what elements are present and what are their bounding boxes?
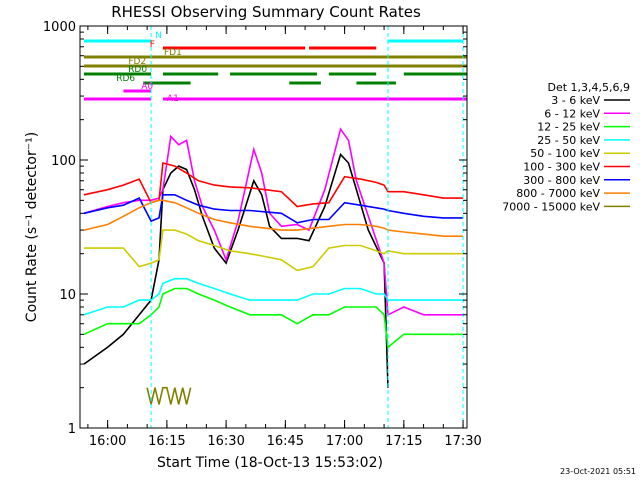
plot-frame — [79, 25, 468, 429]
x-tick-label-5: 17:15 — [385, 434, 422, 449]
legend-label-7: 800 - 7000 keV — [516, 187, 600, 200]
series-line-7 — [83, 199, 464, 237]
data-series — [83, 127, 464, 405]
x-tick-label-0: 16:00 — [89, 434, 126, 449]
series-line-2 — [83, 287, 464, 349]
legend-label-0: 3 - 6 keV — [551, 94, 600, 107]
x-tick-label-2: 16:30 — [207, 434, 244, 449]
legend-label-5: 100 - 300 keV — [523, 161, 600, 174]
axes: 16:00 16:15 16:30 16:45 17:00 17:15 17:30 1 10 10… — [43, 20, 482, 449]
x-tick-label-6: 17:30 — [444, 434, 481, 449]
event-label-fd2: FD2 — [128, 57, 146, 67]
y-tick-label-0: 1 — [68, 422, 76, 437]
legend-label-3: 25 - 50 keV — [537, 134, 600, 147]
series-line-6 — [83, 194, 464, 224]
series-line-3 — [83, 277, 464, 316]
series-line-8 — [146, 386, 192, 405]
y-tick-label-1: 10 — [59, 288, 76, 303]
legend-label-4: 50 - 100 keV — [530, 147, 600, 160]
y-tick-label-2: 100 — [51, 154, 76, 169]
event-label-a1: A1 — [167, 94, 179, 104]
series-line-1 — [83, 127, 464, 317]
legend-label-1: 6 - 12 keV — [544, 107, 600, 120]
event-label-fd1: FD1 — [164, 48, 182, 58]
x-tick-label-4: 17:00 — [326, 434, 363, 449]
x-tick-label-1: 16:15 — [148, 434, 185, 449]
series-line-4 — [83, 229, 464, 272]
footer-timestamp: 23-Oct-2021 05:51 — [560, 467, 636, 476]
legend-title: Det 1,3,4,5,6,9 — [547, 81, 630, 94]
y-axis-label: Count Rate (s⁻¹ detector⁻¹) — [24, 132, 40, 322]
event-label-a0: A0 — [141, 82, 153, 92]
event-label-n: N — [155, 31, 162, 41]
vertical-markers — [150, 26, 464, 428]
legend-label-6: 300 - 800 keV — [523, 174, 600, 187]
event-label-f: F — [150, 40, 155, 50]
chart-title: RHESSI Observing Summary Count Rates — [111, 3, 421, 21]
series-line-0 — [83, 152, 389, 388]
legend-label-2: 12 - 25 keV — [537, 121, 600, 134]
event-label-rd0: RD0 — [128, 65, 147, 75]
event-label-rd6: RD6 — [116, 74, 135, 84]
legend-label-8: 7000 - 15000 keV — [502, 200, 600, 213]
y-tick-label-3: 1000 — [43, 20, 76, 35]
x-axis-label: Start Time (18-Oct-13 15:53:02) — [157, 455, 383, 471]
x-tick-label-3: 16:45 — [267, 434, 304, 449]
